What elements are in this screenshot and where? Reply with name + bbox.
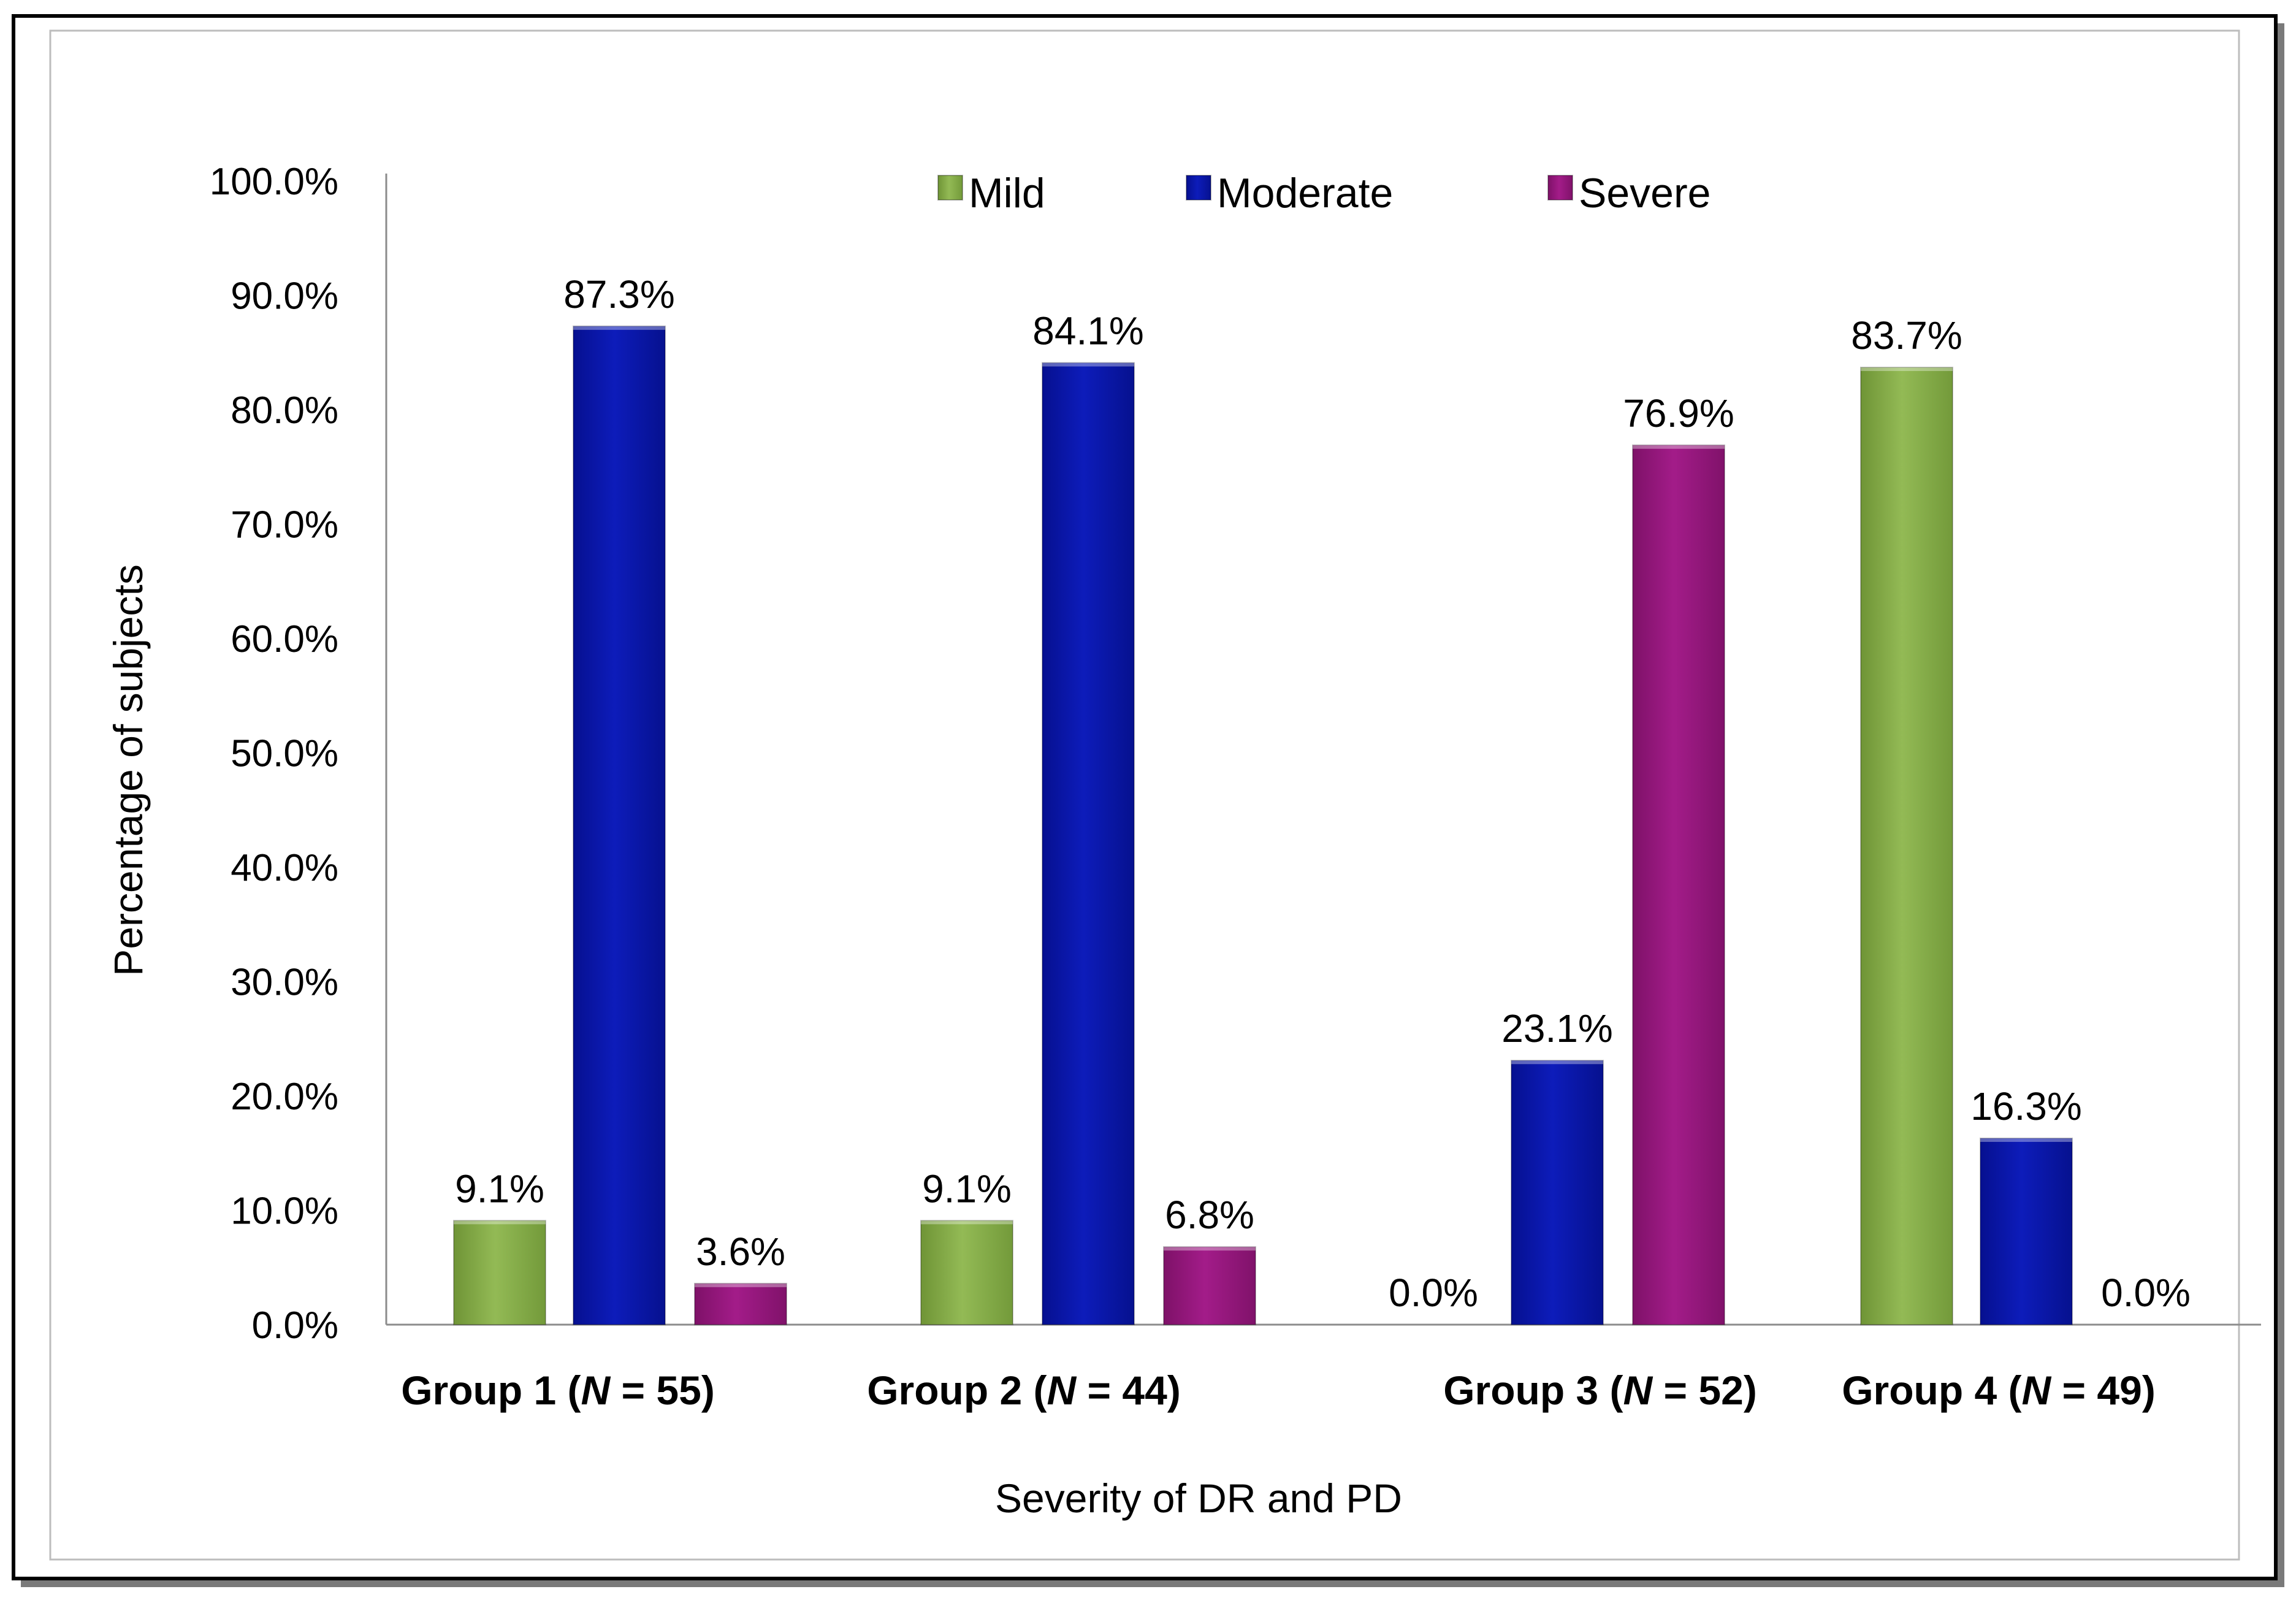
x-category-label: Group 2 (N = 44) — [867, 1368, 1181, 1413]
bar-highlight — [1980, 1138, 2072, 1143]
y-tick-label: 40.0% — [231, 847, 338, 889]
bar-mild — [1860, 366, 1953, 1325]
data-label-severe: 0.0% — [2101, 1271, 2191, 1315]
bar-severe — [1632, 444, 1725, 1326]
bar-highlight — [1164, 1247, 1256, 1251]
bar-highlight — [1042, 362, 1134, 367]
y-tick-label: 20.0% — [231, 1076, 338, 1118]
y-axis-title: Percentage of subjects — [105, 564, 151, 976]
x-category-label: Group 3 (N = 52) — [1443, 1368, 1757, 1413]
bar-highlight — [573, 326, 665, 330]
legend-label-moderate: Moderate — [1217, 170, 1393, 216]
legend-swatch-moderate — [1186, 175, 1211, 201]
data-label-mild: 9.1% — [922, 1166, 1012, 1211]
y-tick-label: 100.0% — [210, 161, 338, 203]
y-tick-label: 50.0% — [231, 733, 338, 775]
data-labels: 9.1% 9.1% 0.0% 83.7% 87.3% 84.1% 23.1% 16.3% 3.6… — [455, 272, 2191, 1315]
bar-moderate — [1980, 1138, 2073, 1325]
data-label-severe: 6.8% — [1165, 1193, 1254, 1237]
y-tick-label: 70.0% — [231, 504, 338, 546]
legend: Mild Moderate Severe — [937, 170, 1711, 216]
bars — [453, 325, 2073, 1326]
bar-moderate — [1042, 362, 1135, 1325]
data-label-moderate: 87.3% — [563, 272, 674, 316]
bar-highlight — [1511, 1060, 1603, 1065]
y-tick-label: 0.0% — [252, 1304, 338, 1347]
x-category-label: Group 4 (N = 49) — [1842, 1368, 2156, 1413]
data-label-moderate: 23.1% — [1501, 1006, 1612, 1051]
plot-area-border — [49, 29, 2240, 1561]
bar-severe — [1163, 1246, 1256, 1326]
bar-mild — [453, 1220, 546, 1326]
bar-severe — [694, 1282, 787, 1326]
bar-highlight — [1861, 367, 1953, 371]
y-tick-label: 90.0% — [231, 275, 338, 318]
legend-swatch-mild — [937, 175, 963, 201]
y-tick-label: 80.0% — [231, 389, 338, 432]
y-tick-label: 30.0% — [231, 962, 338, 1004]
bar-highlight — [1633, 445, 1725, 449]
bar-highlight — [454, 1220, 546, 1225]
bar-moderate — [573, 325, 666, 1325]
y-tick-label: 60.0% — [231, 618, 338, 660]
data-label-mild: 9.1% — [455, 1166, 544, 1211]
data-label-mild: 0.0% — [1389, 1271, 1478, 1315]
data-label-moderate: 16.3% — [1970, 1084, 2081, 1128]
legend-label-severe: Severe — [1579, 170, 1711, 216]
data-label-moderate: 84.1% — [1032, 309, 1143, 353]
data-label-severe: 3.6% — [696, 1230, 785, 1274]
bar-highlight — [695, 1283, 787, 1287]
bar-moderate — [1511, 1060, 1604, 1326]
bar-mild — [920, 1220, 1013, 1326]
y-axis-ticks: 0.0% 10.0% 20.0% 30.0% 40.0% 50.0% 60.0% 70.0% 8… — [210, 161, 338, 1347]
bar-highlight — [921, 1220, 1013, 1225]
legend-label-mild: Mild — [969, 170, 1045, 216]
x-axis-title: Severity of DR and PD — [995, 1476, 1402, 1521]
y-tick-label: 10.0% — [231, 1190, 338, 1233]
x-category-label: Group 1 (N = 55) — [401, 1368, 715, 1413]
x-axis-category-labels: Group 1 (N = 55) Group 2 (N = 44) Group 3 … — [401, 1368, 2156, 1413]
data-label-severe: 76.9% — [1623, 391, 1734, 435]
data-label-mild: 83.7% — [1851, 313, 1962, 358]
legend-swatch-severe — [1547, 175, 1573, 201]
